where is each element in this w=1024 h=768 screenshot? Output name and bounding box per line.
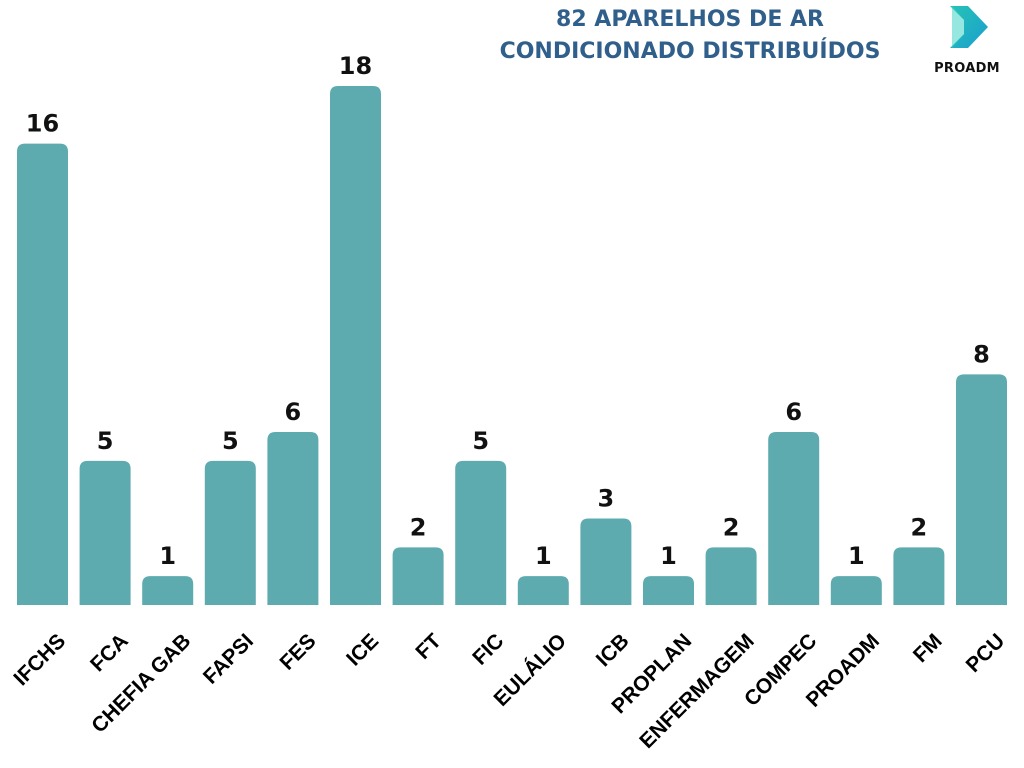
- x-tick-label-4: FES: [275, 629, 320, 674]
- data-label-12: 6: [785, 398, 802, 426]
- data-label-7: 5: [472, 427, 489, 455]
- data-label-8: 1: [535, 542, 552, 570]
- play-arrow-icon: [950, 6, 988, 48]
- bar-9: [580, 518, 632, 605]
- data-label-1: 5: [97, 427, 114, 455]
- bar-6: [392, 547, 444, 605]
- x-tick-label-6: FT: [411, 629, 446, 664]
- bar-2: [142, 576, 194, 605]
- data-label-14: 2: [911, 513, 928, 541]
- data-label-6: 2: [410, 513, 427, 541]
- x-tick-label-0: IFCHS: [9, 629, 70, 690]
- x-tick-label-1: FCA: [86, 629, 133, 676]
- data-label-9: 3: [598, 485, 615, 513]
- x-tick-label-15: PCU: [962, 629, 1010, 677]
- x-tick-label-5: ICE: [342, 629, 383, 670]
- brand-name: PROADM: [934, 61, 1000, 76]
- chart-title-line-1: 82 APARELHOS DE AR: [556, 7, 824, 32]
- chart-title: 82 APARELHOS DE AR CONDICIONADO DISTRIBU…: [470, 4, 910, 68]
- data-label-13: 1: [848, 542, 865, 570]
- data-label-15: 8: [973, 340, 990, 368]
- x-tick-label-14: FM: [909, 629, 947, 667]
- bar-7: [455, 460, 507, 605]
- chart-title-line-2: CONDICIONADO DISTRIBUÍDOS: [499, 39, 881, 64]
- data-label-11: 2: [723, 513, 740, 541]
- data-label-10: 1: [660, 542, 677, 570]
- data-label-0: 16: [26, 110, 59, 138]
- bar-5: [330, 86, 381, 605]
- x-tick-label-7: FIC: [468, 629, 508, 669]
- bar-10: [643, 576, 694, 605]
- bar-11: [705, 547, 757, 605]
- bar-1: [79, 460, 131, 605]
- data-label-3: 5: [222, 427, 239, 455]
- data-label-5: 18: [339, 52, 372, 80]
- bar-12: [768, 432, 820, 605]
- data-label-2: 1: [159, 542, 176, 570]
- data-label-4: 6: [285, 398, 302, 426]
- bar-4: [267, 432, 319, 605]
- x-tick-label-11: ENFERMAGEM: [635, 629, 759, 753]
- x-tick-label-3: FAPSI: [199, 629, 258, 688]
- bar-0: [17, 143, 68, 605]
- bar-15: [956, 374, 1007, 605]
- bar-14: [893, 547, 945, 605]
- bar-3: [204, 460, 256, 605]
- bar-13: [830, 576, 882, 605]
- bar-8: [517, 576, 569, 605]
- x-tick-label-9: ICB: [592, 629, 634, 671]
